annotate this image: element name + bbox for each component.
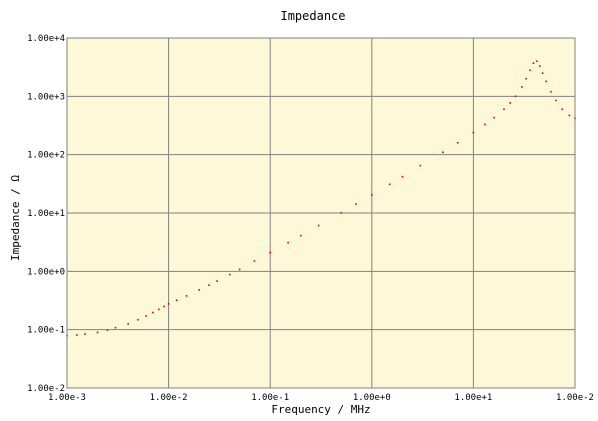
x-tick-label: 1.00e+1: [454, 393, 492, 403]
x-tick-label: 1.00e+0: [353, 393, 391, 403]
data-point: [514, 95, 517, 98]
data-point: [106, 329, 109, 331]
plot-frame: [66, 37, 576, 389]
data-point: [317, 224, 320, 227]
y-tick-label: 1.00e+0: [27, 267, 65, 277]
x-tick-label: 1.00e-2: [556, 393, 594, 403]
impedance-series: [66, 60, 576, 337]
data-point: [216, 280, 218, 282]
grid-lines: [67, 38, 575, 388]
data-point: [509, 102, 511, 104]
data-point: [228, 273, 231, 276]
data-point: [568, 114, 571, 117]
data-point: [484, 123, 486, 126]
data-point: [419, 164, 422, 167]
data-point: [167, 303, 170, 305]
data-point: [388, 183, 391, 186]
data-point: [442, 151, 444, 154]
data-point: [371, 194, 373, 196]
data-point: [456, 141, 459, 144]
data-point: [137, 318, 139, 321]
data-point: [269, 251, 271, 254]
data-point: [287, 241, 289, 244]
data-point: [555, 99, 557, 102]
y-tick-label: 1.00e+1: [27, 209, 65, 219]
data-point: [538, 65, 541, 67]
data-point: [175, 299, 178, 301]
data-point: [532, 62, 535, 64]
data-point: [493, 116, 495, 119]
data-point: [127, 323, 129, 325]
data-point: [76, 334, 78, 336]
data-point: [521, 86, 523, 88]
data-point: [535, 60, 538, 63]
data-point: [253, 260, 256, 262]
x-axis-label: Frequency / MHz: [271, 403, 370, 416]
data-point: [145, 315, 147, 317]
data-point: [340, 211, 343, 214]
data-point: [114, 326, 117, 329]
data-point: [96, 331, 99, 334]
y-tick-label: 1.00e-1: [27, 326, 65, 336]
data-point: [84, 333, 86, 335]
data-point: [185, 295, 188, 297]
y-tick-label: 1.00e-2: [27, 384, 65, 394]
data-point: [198, 289, 200, 291]
y-tick-label: 1.00e+2: [27, 151, 65, 161]
x-tick-label: 1.00e-3: [48, 393, 86, 403]
x-axis-ticks: 1.00e-3 1.00e-2 1.00e-1 1.00e+0 1.00e+1 1.00e…: [48, 393, 594, 403]
data-point: [525, 77, 527, 80]
data-point: [503, 108, 505, 111]
data-point: [472, 131, 475, 134]
data-point: [550, 90, 552, 93]
data-point: [299, 234, 302, 237]
chart-title: Impedance: [280, 9, 345, 23]
data-point: [152, 311, 154, 314]
y-tick-label: 1.00e+3: [27, 92, 65, 102]
data-point: [355, 203, 357, 205]
x-tick-label: 1.00e-1: [251, 393, 289, 403]
y-axis-label: Impedance / Ω: [9, 175, 22, 261]
data-point: [529, 69, 531, 72]
data-point: [561, 108, 564, 111]
data-point: [541, 72, 544, 74]
data-point: [163, 305, 165, 308]
data-point: [157, 308, 160, 311]
data-point: [545, 80, 547, 83]
data-point: [238, 268, 241, 271]
y-axis-ticks: 1.00e+4 1.00e+3 1.00e+2 1.00e+1 1.00e+0 1.00e…: [27, 34, 65, 394]
x-tick-label: 1.00e-2: [150, 393, 188, 403]
data-point: [401, 175, 404, 178]
y-tick-label: 1.00e+4: [27, 34, 65, 44]
data-point: [208, 284, 210, 286]
